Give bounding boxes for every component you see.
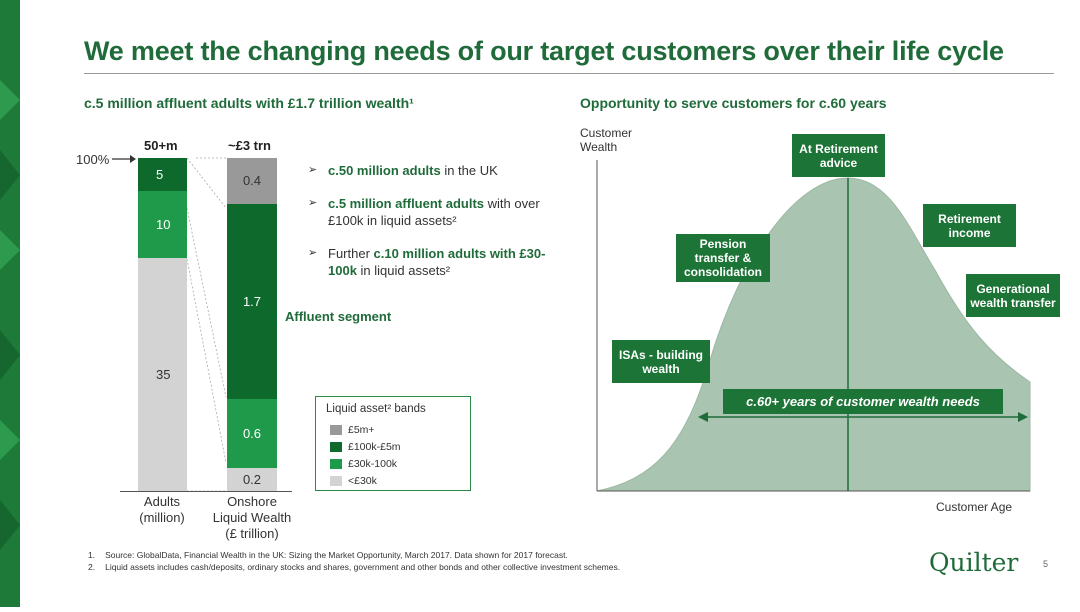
hundred-percent-arrow bbox=[112, 155, 136, 163]
bullet-list: ➢ c.50 million adults in the UK ➢ c.5 mill… bbox=[308, 162, 563, 295]
bar-baseline bbox=[120, 491, 292, 492]
bar-value-label: 5 bbox=[156, 167, 164, 183]
bar-value-label: 0.2 bbox=[242, 472, 262, 487]
span-arrow-right bbox=[1018, 412, 1028, 422]
left-decorative-strip bbox=[0, 0, 20, 607]
category-label-wealth: Onshore Liquid Wealth (£ trillion) bbox=[212, 494, 292, 541]
bar-value-label: 35 bbox=[156, 366, 171, 382]
bar-segment-wealth: 1.7 bbox=[227, 203, 277, 400]
bar-value-label: 1.7 bbox=[242, 294, 262, 310]
bar-segment-wealth: 0.4 bbox=[227, 158, 277, 204]
legend: Liquid asset² bands £5m+ £100k-£5m £30k-… bbox=[315, 396, 471, 491]
bar-segment-wealth: 0.2 bbox=[227, 468, 277, 491]
legend-swatch bbox=[330, 425, 342, 435]
stage-retirement-income: Retirement income bbox=[923, 204, 1016, 247]
stage-generational: Generational wealth transfer bbox=[966, 274, 1060, 317]
legend-title: Liquid asset² bands bbox=[326, 403, 426, 415]
bar-segment-adults: 5 bbox=[138, 158, 187, 192]
footnote-2: 2. Liquid assets includes cash/deposits, … bbox=[88, 562, 621, 572]
stage-at-retirement: At Retirement advice bbox=[792, 134, 885, 177]
stage-isas: ISAs - building wealth bbox=[612, 340, 710, 383]
bar-total-adults: 50+m bbox=[144, 138, 178, 153]
title-divider bbox=[84, 73, 1054, 74]
x-axis-label: Customer Age bbox=[936, 500, 1013, 514]
legend-swatch bbox=[330, 442, 342, 452]
legend-item: £100k-£5m bbox=[330, 441, 401, 453]
affluent-segment-label: Affluent segment bbox=[285, 309, 392, 324]
page-number: 5 bbox=[1043, 559, 1049, 569]
category-label-adults: Adults (million) bbox=[139, 494, 185, 525]
bar-value-label: 10 bbox=[156, 217, 171, 233]
bar-segment-adults: 35 bbox=[138, 257, 187, 491]
legend-item: £30k-100k bbox=[330, 458, 397, 470]
stage-pension: Pension transfer & consolidation bbox=[676, 234, 770, 282]
bar-segment-adults: 10 bbox=[138, 191, 187, 258]
bar-connectors bbox=[186, 157, 227, 492]
right-section-title: Opportunity to serve customers for c.60 … bbox=[580, 95, 887, 111]
page-title: We meet the changing needs of our target… bbox=[84, 36, 1004, 66]
bar-segment-wealth: 0.6 bbox=[227, 399, 277, 469]
bar-value-label: 0.6 bbox=[242, 426, 262, 442]
y-axis-label: Customer Wealth bbox=[580, 126, 633, 154]
footnote-1: 1. Source: GlobalData, Financial Wealth i… bbox=[88, 550, 568, 560]
quilter-logo: Quilter bbox=[929, 548, 1019, 577]
hundred-percent-label: 100% bbox=[76, 152, 110, 167]
bar-total-wealth: ~£3 trn bbox=[228, 138, 271, 153]
left-section-title: c.5 million affluent adults with £1.7 tr… bbox=[84, 95, 414, 111]
bar-value-label: 0.4 bbox=[242, 173, 262, 189]
legend-item: <£30k bbox=[330, 475, 377, 487]
lifecycle-chart bbox=[596, 160, 1031, 492]
span-label: c.60+ years of customer wealth needs bbox=[723, 389, 1003, 414]
bullet-item: ➢ Further c.10 million adults with £30-10… bbox=[308, 246, 546, 278]
bullet-item: ➢ c.50 million adults in the UK bbox=[308, 163, 498, 178]
legend-item: £5m+ bbox=[330, 424, 375, 436]
bullet-item: ➢ c.5 million affluent adults with over £… bbox=[308, 196, 540, 228]
legend-swatch bbox=[330, 476, 342, 486]
legend-swatch bbox=[330, 459, 342, 469]
strip-pattern bbox=[0, 80, 20, 550]
span-arrow-left bbox=[698, 412, 708, 422]
